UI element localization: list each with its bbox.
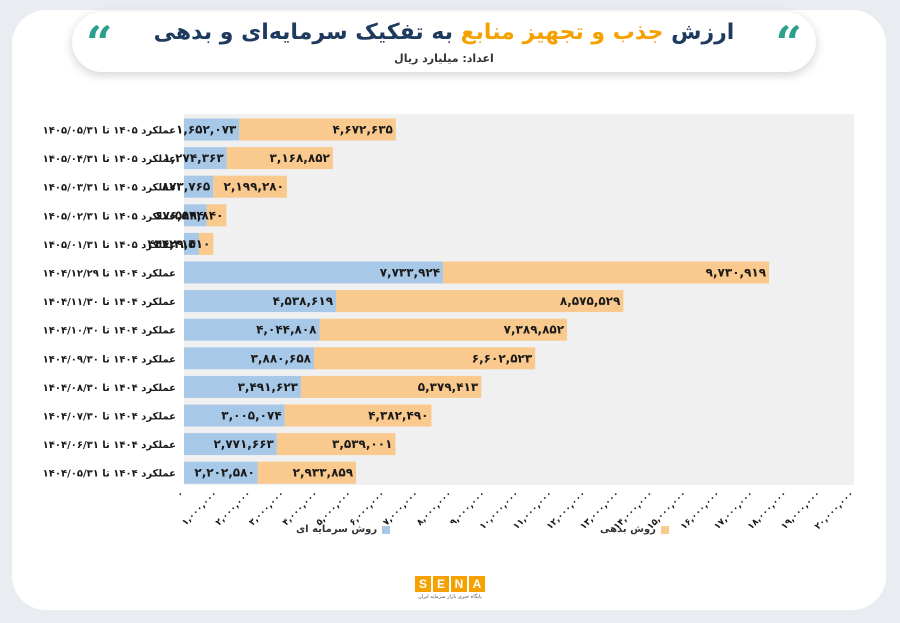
x-tick-label: ۷,۰۰۰,۰۰۰ [382,489,421,528]
sena-logo: S E N A پایگاه خبری بازار سرمایه ایران [413,576,487,600]
bar-equity [184,461,258,484]
legend-label-debt: روش بدهی [600,524,656,535]
bar-debt [319,318,568,341]
bar-equity [184,175,214,198]
logo-letter: A [469,576,485,592]
chart-subtitle: اعداد: میلیارد ریال [394,52,494,65]
data-label-debt: ۹,۷۳۰,۹۱۹ [706,266,767,280]
bar-equity [184,147,227,170]
data-label-debt: ۴,۶۷۲,۶۳۵ [332,123,392,137]
bar-equity [184,347,315,370]
data-label-debt: ۶,۶۰۲,۵۲۳ [472,351,533,365]
data-label-equity: ۲,۲۰۲,۵۸۰ [194,466,254,480]
data-label-equity: ۱,۶۵۲,۰۷۳ [176,123,237,137]
category-label: عملکرد ۱۴۰۴ تا ۱۴۰۴/۰۵/۳۱ [43,469,176,480]
data-label-equity: ۴۴۶,۳۱۴ [147,237,196,251]
bar-equity [184,404,285,427]
category-label: عملکرد ۱۴۰۴ تا ۱۴۰۴/۱۲/۲۹ [43,269,176,280]
bar-debt [206,204,227,227]
bar-debt [213,175,287,198]
data-label-equity: ۲,۷۷۱,۶۶۳ [213,437,274,451]
quote-mark-right-icon: “ [775,16,802,70]
bar-debt [239,118,396,141]
bar-equity [184,204,207,227]
data-label-equity: ۷,۷۳۳,۹۲۴ [380,266,440,280]
category-label: عملکرد ۱۴۰۴ تا ۱۴۰۴/۰۶/۳۱ [43,440,176,451]
data-label-debt: ۲,۹۳۳,۸۵۹ [293,466,354,480]
logo-letters: S E N A [413,576,487,592]
bar-debt [257,461,357,484]
x-tick-label: ۴,۰۰۰,۰۰۰ [281,489,320,528]
title-part-3: به تفکیک سرمایه‌ای و بدهی [153,20,453,45]
data-label-debt: ۴۲۹,۵۱۰ [162,237,211,251]
category-label: عملکرد ۱۴۰۵ تا ۱۴۰۵/۰۴/۳۱ [43,154,176,165]
data-label-debt: ۳,۵۳۹,۰۰۱ [332,437,392,451]
x-tick-label: ۲,۰۰۰,۰۰۰ [214,489,253,528]
logo-letter: N [451,576,467,592]
data-label-debt: ۵۸۹,۸۴۰ [175,208,224,222]
bar-equity [184,118,240,141]
bar-debt [284,404,432,427]
bar-equity [184,318,320,341]
bar-debt [336,290,624,313]
category-label: عملکرد ۱۴۰۴ تا ۱۴۰۴/۱۰/۳۰ [43,326,176,337]
data-label-equity: ۴,۵۳۸,۶۱۹ [273,294,334,308]
bar-debt [314,347,536,370]
category-label: عملکرد ۱۴۰۵ تا ۱۴۰۵/۰۵/۳۱ [43,126,176,137]
data-label-equity: ۱,۲۷۴,۳۶۳ [163,151,224,165]
legend-swatch-equity [382,525,391,534]
bar-debt [443,261,770,284]
data-label-debt: ۳,۱۶۸,۸۵۲ [269,151,330,165]
title-part-2: جذب و تجهیز منابع [460,20,664,45]
data-label-debt: ۷,۳۸۹,۸۵۲ [504,323,565,337]
data-label-debt: ۸,۵۷۵,۵۲۹ [560,294,621,308]
bar-debt [300,375,482,398]
data-label-equity: ۳,۰۰۵,۰۷۴ [221,409,281,423]
bar-equity [184,232,199,255]
category-label: عملکرد ۱۴۰۴ تا ۱۴۰۴/۰۹/۳۰ [43,354,176,365]
bar-debt [198,232,214,255]
category-label: عملکرد ۱۴۰۵ تا ۱۴۰۵/۰۳/۳۱ [43,183,176,194]
logo-letter: S [415,576,431,592]
bar-equity [184,375,301,398]
logo-tagline: پایگاه خبری بازار سرمایه ایران [418,594,482,600]
chart-header: “ ارزش جذب و تجهیز منابع به تفکیک سرمایه… [72,12,816,72]
x-tick-label: ۰ [175,489,186,500]
data-label-debt: ۲,۱۹۹,۲۸۰ [224,180,284,194]
data-label-equity: ۸۷۳,۷۶۵ [162,180,211,194]
bar-debt [276,433,396,456]
category-label: عملکرد ۱۴۰۴ تا ۱۴۰۴/۰۷/۳۰ [43,412,176,423]
data-label-equity: ۶۷۶,۵۴۴ [155,208,204,222]
data-label-debt: ۵,۳۷۹,۴۱۳ [418,380,479,394]
data-label-equity: ۳,۸۸۰,۶۵۸ [251,351,312,365]
bar-debt [226,147,333,170]
category-label: عملکرد ۱۴۰۵ تا ۱۴۰۵/۰۱/۳۱ [43,240,176,251]
x-tick-label: ۳,۰۰۰,۰۰۰ [248,489,287,528]
quote-mark-left-icon: “ [86,16,113,70]
legend-label-equity: روش سرمایه ای [296,524,378,535]
data-label-debt: ۴,۳۸۲,۴۹۰ [368,409,428,423]
x-tick-label: ۸,۰۰۰,۰۰۰ [415,489,454,528]
legend-item-debt: روش بدهی [600,524,669,535]
bar-equity [184,433,277,456]
x-tick-label: ۵,۰۰۰,۰۰۰ [315,489,354,528]
chart-title: ارزش جذب و تجهیز منابع به تفکیک سرمایه‌ا… [72,20,816,45]
bar-equity [184,261,444,284]
category-label: عملکرد ۱۴۰۵ تا ۱۴۰۵/۰۲/۳۱ [43,211,176,222]
category-label: عملکرد ۱۴۰۴ تا ۱۴۰۴/۰۸/۳۰ [43,383,176,394]
bar-equity [184,290,337,313]
x-tick-label: ۶,۰۰۰,۰۰۰ [348,489,387,528]
title-part-1: ارزش [671,20,735,45]
x-tick-label: ۱,۰۰۰,۰۰۰ [181,489,220,528]
logo-letter: E [433,576,449,592]
data-label-equity: ۳,۴۹۱,۶۲۳ [238,380,299,394]
category-label: عملکرد ۱۴۰۴ تا ۱۴۰۴/۱۱/۳۰ [43,297,176,308]
legend-item-equity: روش سرمایه ای [296,524,391,535]
legend-swatch-debt [660,525,669,534]
data-label-equity: ۴,۰۴۴,۸۰۸ [256,323,317,337]
